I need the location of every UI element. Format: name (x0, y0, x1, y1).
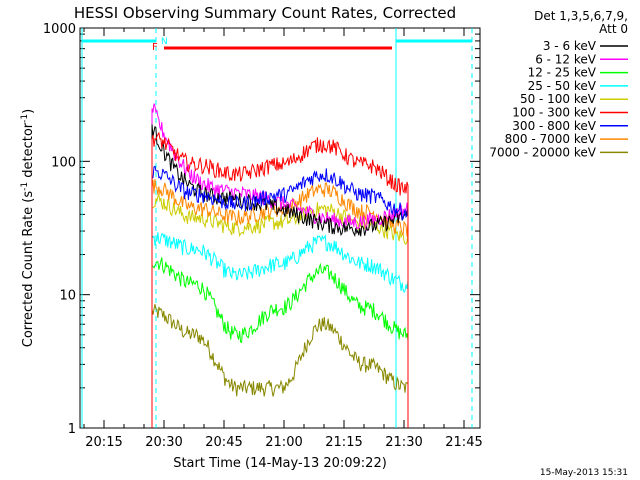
y-axis: 1 10 100 1000 (43, 22, 480, 437)
plot-frame (79, 27, 481, 429)
legend-header-line1: Det 1,3,5,6,7,9, (534, 9, 628, 23)
x-tick-label-1: 20:30 (145, 435, 182, 450)
flag-f: F (152, 42, 158, 53)
y-tick-label-2: 100 (51, 155, 76, 170)
legend-label-3: 25 - 50 keV (528, 79, 597, 93)
x-axis-label: Start Time (14-May-13 20:09:22) (173, 456, 387, 471)
series-line-4 (151, 193, 409, 428)
x-tick-label-0: 20:15 (85, 435, 122, 450)
x-tick-label-4: 21:15 (325, 435, 362, 450)
y-tick-label-1: 10 (59, 289, 76, 304)
y-tick-label-3: 1000 (43, 22, 76, 37)
y-tick-label-0: 1 (68, 422, 76, 437)
y-axis-label: Corrected Count Rate (s-1 detector-1) (20, 109, 36, 347)
flag-n: N (161, 37, 168, 47)
legend-label-5: 100 - 300 keV (512, 106, 596, 120)
x-axis: 20:15 20:30 20:45 21:00 21:15 21:30 21:45 (83, 28, 483, 450)
x-tick-label-3: 21:00 (265, 435, 302, 450)
legend-label-8: 7000 - 20000 keV (489, 145, 596, 159)
series-line-8 (151, 304, 409, 428)
series-line-5 (151, 131, 409, 428)
legend-label-4: 50 - 100 keV (520, 92, 597, 106)
legend-label-0: 3 - 6 keV (543, 39, 597, 53)
legend-header-line2: Att 0 (599, 22, 628, 36)
x-tick-label-6: 21:45 (445, 435, 482, 450)
legend-label-7: 800 - 7000 keV (505, 132, 597, 146)
series-layer (151, 103, 409, 428)
series-line-3 (151, 232, 409, 428)
series-line-7 (151, 179, 409, 428)
series-line-0 (151, 124, 409, 428)
series-line-6 (151, 165, 409, 428)
x-tick-label-5: 21:30 (385, 435, 422, 450)
series-line-1 (151, 103, 409, 428)
series-line-2 (151, 257, 409, 428)
legend-label-2: 12 - 25 keV (528, 66, 597, 80)
legend-label-6: 300 - 800 keV (512, 119, 596, 133)
footer-timestamp: 15-May-2013 15:31 (540, 468, 628, 478)
chart-title: HESSI Observing Summary Count Rates, Cor… (74, 4, 456, 22)
x-tick-label-2: 20:45 (205, 435, 242, 450)
legend-label-1: 6 - 12 keV (535, 52, 597, 66)
